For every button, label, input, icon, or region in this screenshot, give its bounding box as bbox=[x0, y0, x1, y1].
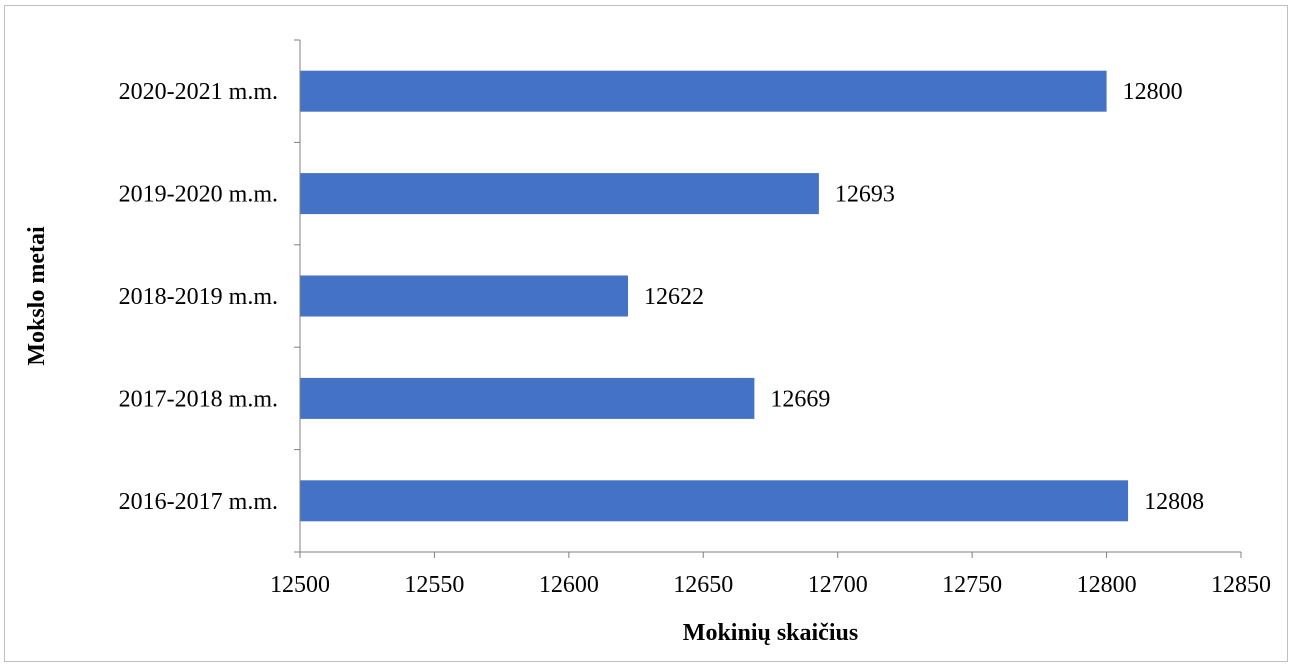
data-labels-group: 12800 12693 12622 12669 12808 bbox=[644, 79, 1204, 515]
x-axis-title: Mokinių skaičius bbox=[683, 620, 858, 646]
axes-group bbox=[299, 40, 1241, 553]
x-tick-label: 12500 bbox=[270, 572, 330, 598]
y-axis-title: Mokslo metai bbox=[24, 226, 50, 366]
data-label: 12622 bbox=[644, 284, 704, 310]
x-tick-labels-group: 12500 12550 12600 12650 12700 12750 12800 12850 bbox=[270, 572, 1271, 598]
bar bbox=[300, 377, 755, 419]
data-label: 12693 bbox=[835, 182, 895, 208]
x-tick-label: 12800 bbox=[1077, 572, 1137, 598]
x-tick-label: 12850 bbox=[1211, 572, 1271, 598]
data-label: 12669 bbox=[770, 386, 830, 412]
x-tick-label: 12550 bbox=[404, 572, 464, 598]
bar bbox=[300, 173, 819, 215]
data-label: 12808 bbox=[1144, 489, 1204, 515]
bar bbox=[300, 480, 1129, 522]
x-tick-label: 12600 bbox=[539, 572, 599, 598]
bars-group bbox=[300, 70, 1129, 522]
y-tick-label: 2019-2020 m.m. bbox=[119, 182, 278, 208]
x-tick-label: 12750 bbox=[942, 572, 1002, 598]
y-tick-label: 2018-2019 m.m. bbox=[119, 284, 278, 310]
x-ticks-group bbox=[299, 552, 1242, 558]
bar bbox=[300, 275, 629, 317]
data-label: 12800 bbox=[1123, 79, 1183, 105]
y-tick-label: 2020-2021 m.m. bbox=[119, 79, 278, 105]
y-tick-labels-group: 2020-2021 m.m. 2019-2020 m.m. 2018-2019 m.… bbox=[119, 79, 278, 515]
y-tick-label: 2017-2018 m.m. bbox=[119, 386, 278, 412]
x-tick-label: 12650 bbox=[673, 572, 733, 598]
y-tick-label: 2016-2017 m.m. bbox=[119, 489, 278, 515]
y-ticks-group bbox=[294, 39, 300, 553]
x-tick-label: 12700 bbox=[808, 572, 868, 598]
bar bbox=[300, 70, 1107, 112]
